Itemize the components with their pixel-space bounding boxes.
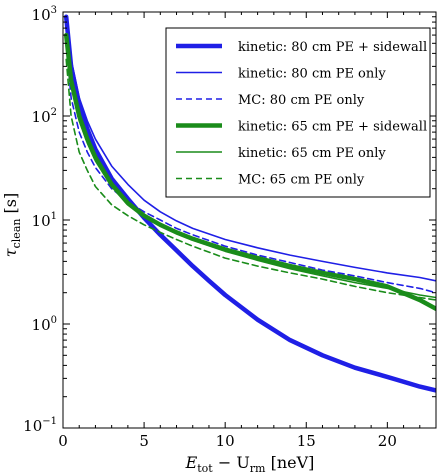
series-line-6 xyxy=(65,58,436,301)
legend-entry: kinetic: 80 cm PE only xyxy=(238,67,386,82)
series-line-1 xyxy=(63,14,436,393)
x-tick-label: 10 xyxy=(216,432,235,450)
legend-entry: MC: 80 cm PE only xyxy=(238,93,365,108)
plot-lines xyxy=(63,14,436,393)
y-tick-label: 103 xyxy=(32,5,57,24)
series-line-4 xyxy=(63,32,436,312)
x-axis-label: Etot − Urm [neV] xyxy=(185,453,315,473)
y-tick-label: 102 xyxy=(32,107,57,126)
legend: kinetic: 80 cm PE + sidewall kinetic: 80 … xyxy=(165,27,431,198)
legend-box xyxy=(165,27,431,198)
series-line-2 xyxy=(65,15,436,282)
tick-labels: 0 5 10 15 20 10−1 100 101 102 103 xyxy=(23,5,397,450)
x-tick-label: 15 xyxy=(297,432,316,450)
x-tick-label: 20 xyxy=(378,432,397,450)
y-axis-label: τclean [s] xyxy=(1,193,23,257)
x-tick-label: 0 xyxy=(58,432,68,450)
y-tick-label: 100 xyxy=(32,315,57,334)
y-tick-label: 10−1 xyxy=(23,416,57,435)
legend-entry: kinetic: 65 cm PE only xyxy=(238,146,386,161)
series-line-5 xyxy=(65,38,436,299)
legend-entry: MC: 65 cm PE only xyxy=(238,173,365,188)
axis-ticks xyxy=(62,11,436,429)
legend-entry: kinetic: 80 cm PE + sidewall xyxy=(238,40,427,55)
legend-entry: kinetic: 65 cm PE + sidewall xyxy=(238,120,427,135)
x-tick-label: 5 xyxy=(139,432,149,450)
y-tick-label: 101 xyxy=(32,211,57,230)
series-line-3 xyxy=(65,42,436,294)
